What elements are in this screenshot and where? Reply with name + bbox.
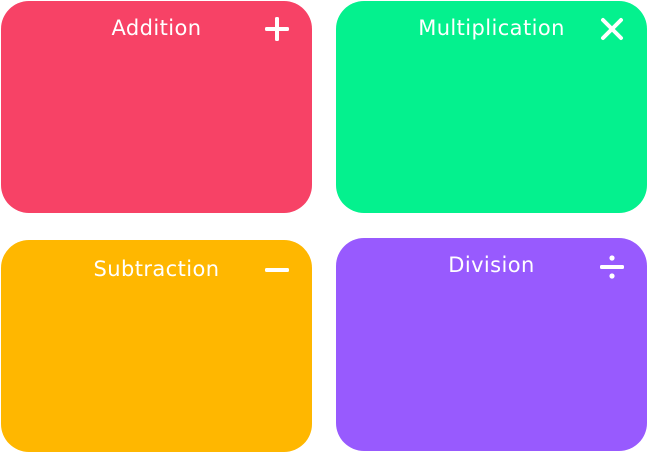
multiplication-card[interactable]: Multiplication: [336, 1, 647, 213]
subtraction-title: Subtraction: [93, 257, 220, 281]
addition-card[interactable]: Addition: [1, 1, 312, 213]
multiplication-title: Multiplication: [418, 16, 565, 40]
divide-icon: [599, 254, 625, 280]
subtraction-card[interactable]: Subtraction: [1, 240, 312, 452]
addition-title: Addition: [111, 16, 202, 40]
division-card[interactable]: Division: [336, 238, 647, 451]
times-icon: [599, 16, 625, 42]
plus-icon: [264, 16, 290, 42]
division-title: Division: [448, 253, 535, 277]
minus-icon: [264, 257, 290, 283]
